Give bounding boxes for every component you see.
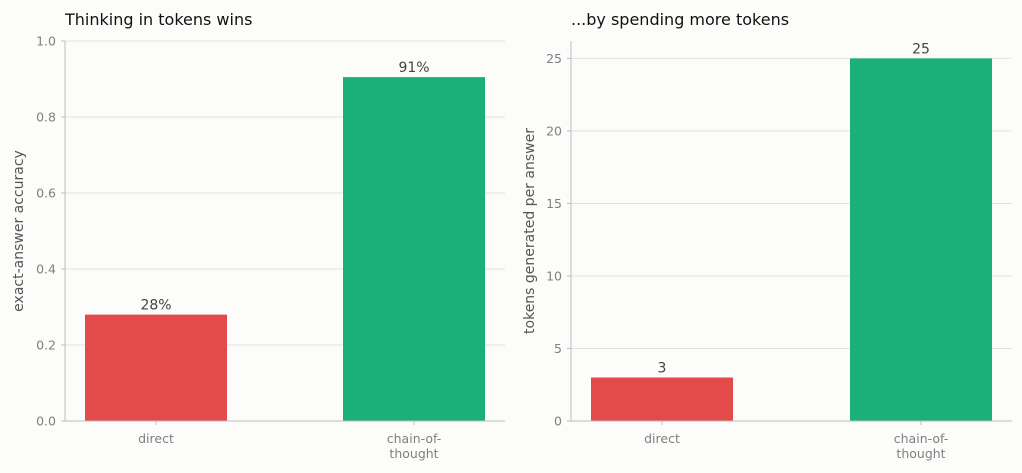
y-tick-label: 0 xyxy=(554,414,562,429)
left-chart-panel: 0.0 0.2 0.4 0.6 0.8 1.0 28% direct 91% chain-of-t… xyxy=(11,10,505,461)
x-tick-label: direct xyxy=(138,431,174,446)
y-tick-label: 1.0 xyxy=(36,34,56,49)
bar-data-label: 91% xyxy=(398,60,429,76)
y-axis-label: exact-answer accuracy xyxy=(11,150,27,312)
bar-chain-of-thought xyxy=(850,58,992,422)
y-tick-label: 20 xyxy=(546,123,562,138)
chart-title: ...by spending more tokens xyxy=(571,10,789,29)
bar-data-label: 3 xyxy=(658,360,667,376)
y-tick-label: 0.4 xyxy=(36,262,56,277)
x-tick-label: direct xyxy=(644,431,680,446)
x-tick-label: chain-of- xyxy=(387,431,441,446)
y-tick-label: 0.8 xyxy=(36,110,56,125)
bar-chain-of-thought xyxy=(343,77,485,421)
right-chart-panel: 0 5 10 15 20 25 3 direct 25 chain-of-thought ...by… xyxy=(522,10,1012,461)
x-tick-label: chain-of- xyxy=(894,431,948,446)
y-tick-label: 0.6 xyxy=(36,186,56,201)
y-tick-label: 15 xyxy=(546,196,562,211)
y-axis-label: tokens generated per answer xyxy=(522,128,538,334)
y-tick-label: 0.2 xyxy=(36,338,56,353)
y-tick-label: 10 xyxy=(546,268,562,283)
bar-data-label: 28% xyxy=(140,298,171,314)
x-tick-label: thought xyxy=(389,446,438,461)
chart-title: Thinking in tokens wins xyxy=(64,10,252,29)
bar-data-label: 25 xyxy=(912,41,930,57)
y-tick-label: 5 xyxy=(554,341,562,356)
y-tick-label: 0.0 xyxy=(36,414,56,429)
bar-direct xyxy=(591,377,733,421)
y-tick-label: 25 xyxy=(546,51,562,66)
bar-direct xyxy=(85,314,227,421)
x-tick-label: thought xyxy=(896,446,945,461)
